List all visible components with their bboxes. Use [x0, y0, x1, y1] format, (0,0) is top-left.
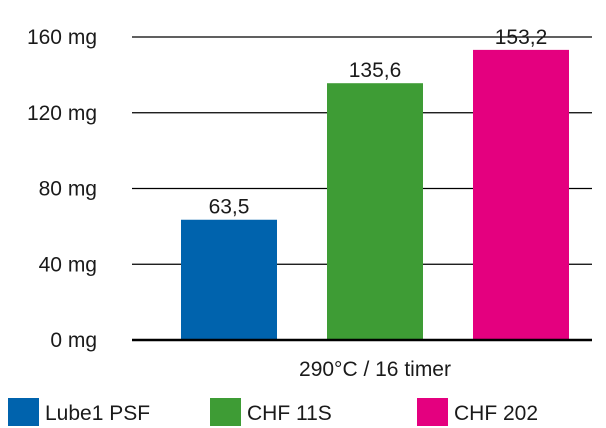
legend-label: CHF 11S	[247, 402, 332, 425]
data-label: 153,2	[495, 26, 548, 49]
legend-label: CHF 202	[454, 402, 538, 425]
x-category-label: 290°C / 16 timer	[299, 358, 451, 381]
data-labels: 63,5 135,6 153,2	[209, 26, 548, 219]
bars	[181, 49, 569, 341]
y-tick-label: 40 mg	[39, 253, 97, 276]
y-tick-label: 0 mg	[50, 329, 97, 352]
y-tick-label: 80 mg	[39, 178, 97, 201]
legend-swatch	[8, 398, 39, 426]
y-axis-tick-labels: 0 mg 40 mg 80 mg 120 mg 160 mg	[27, 26, 97, 352]
y-tick-label: 120 mg	[27, 102, 97, 125]
legend-swatch	[417, 398, 448, 426]
legend-label: Lube1 PSF	[45, 402, 150, 425]
legend-swatch	[210, 398, 241, 426]
bar-chf-11s	[327, 83, 423, 341]
bar-lube1-psf	[181, 219, 277, 340]
data-label: 63,5	[209, 196, 250, 219]
y-tick-label: 160 mg	[27, 26, 97, 49]
bar-chf-202	[473, 49, 569, 340]
legend: Lube1 PSF CHF 11S CHF 202	[8, 398, 538, 426]
data-label: 135,6	[349, 59, 402, 82]
